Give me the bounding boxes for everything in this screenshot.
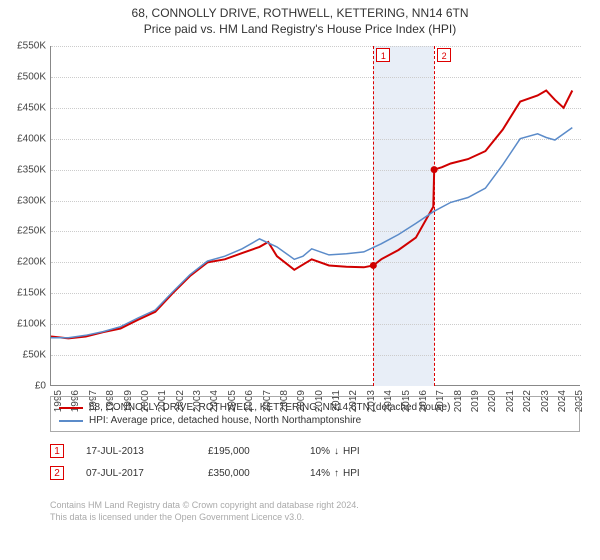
- event-price: £195,000: [208, 446, 288, 457]
- plot-region: 12: [50, 46, 580, 386]
- sale-point-marker: [370, 262, 377, 269]
- legend-swatch: [59, 407, 83, 409]
- chart-container: 68, CONNOLLY DRIVE, ROTHWELL, KETTERING,…: [0, 0, 600, 560]
- chart-title-line2: Price paid vs. HM Land Registry's House …: [0, 22, 600, 36]
- y-tick-label: £0: [35, 381, 46, 392]
- event-diff-pct: 14%: [310, 468, 330, 479]
- y-tick-label: £500K: [17, 71, 46, 82]
- sale-event-row: 2 07-JUL-2017 £350,000 14% ↑ HPI: [50, 462, 580, 484]
- line-series-svg: [51, 46, 581, 386]
- event-marker-box: 2: [50, 466, 64, 480]
- legend-item: 68, CONNOLLY DRIVE, ROTHWELL, KETTERING,…: [59, 401, 571, 414]
- legend-label: 68, CONNOLLY DRIVE, ROTHWELL, KETTERING,…: [89, 402, 450, 413]
- y-tick-label: £150K: [17, 288, 46, 299]
- y-tick-label: £550K: [17, 41, 46, 52]
- y-tick-label: £50K: [23, 350, 46, 361]
- arrow-up-icon: ↑: [334, 468, 339, 479]
- event-marker-box: 1: [50, 444, 64, 458]
- event-date: 07-JUL-2017: [86, 468, 186, 479]
- legend: 68, CONNOLLY DRIVE, ROTHWELL, KETTERING,…: [50, 396, 580, 432]
- chart-area: 12 £0£50K£100K£150K£200K£250K£300K£350K£…: [50, 46, 580, 386]
- y-tick-label: £400K: [17, 133, 46, 144]
- event-diff-label: HPI: [343, 468, 360, 479]
- series-hpi: [51, 128, 572, 338]
- event-diff-label: HPI: [343, 446, 360, 457]
- footer-line1: Contains HM Land Registry data © Crown c…: [50, 500, 580, 512]
- y-tick-label: £300K: [17, 195, 46, 206]
- sale-events-table: 1 17-JUL-2013 £195,000 10% ↓ HPI 2 07-JU…: [50, 440, 580, 484]
- event-date: 17-JUL-2013: [86, 446, 186, 457]
- y-tick-label: £250K: [17, 226, 46, 237]
- sale-point-marker: [431, 166, 438, 173]
- sale-event-row: 1 17-JUL-2013 £195,000 10% ↓ HPI: [50, 440, 580, 462]
- y-tick-label: £200K: [17, 257, 46, 268]
- chart-titles: 68, CONNOLLY DRIVE, ROTHWELL, KETTERING,…: [0, 0, 600, 36]
- legend-item: HPI: Average price, detached house, Nort…: [59, 414, 571, 427]
- arrow-down-icon: ↓: [334, 446, 339, 457]
- footer-attribution: Contains HM Land Registry data © Crown c…: [50, 500, 580, 523]
- y-tick-label: £450K: [17, 102, 46, 113]
- legend-swatch: [59, 420, 83, 422]
- y-tick-label: £100K: [17, 319, 46, 330]
- chart-title-line1: 68, CONNOLLY DRIVE, ROTHWELL, KETTERING,…: [0, 6, 600, 20]
- event-diff: 10% ↓ HPI: [310, 446, 400, 457]
- footer-line2: This data is licensed under the Open Gov…: [50, 512, 580, 524]
- event-diff-pct: 10%: [310, 446, 330, 457]
- event-diff: 14% ↑ HPI: [310, 468, 400, 479]
- legend-label: HPI: Average price, detached house, Nort…: [89, 415, 361, 426]
- event-price: £350,000: [208, 468, 288, 479]
- series-price_paid: [51, 91, 572, 339]
- y-tick-label: £350K: [17, 164, 46, 175]
